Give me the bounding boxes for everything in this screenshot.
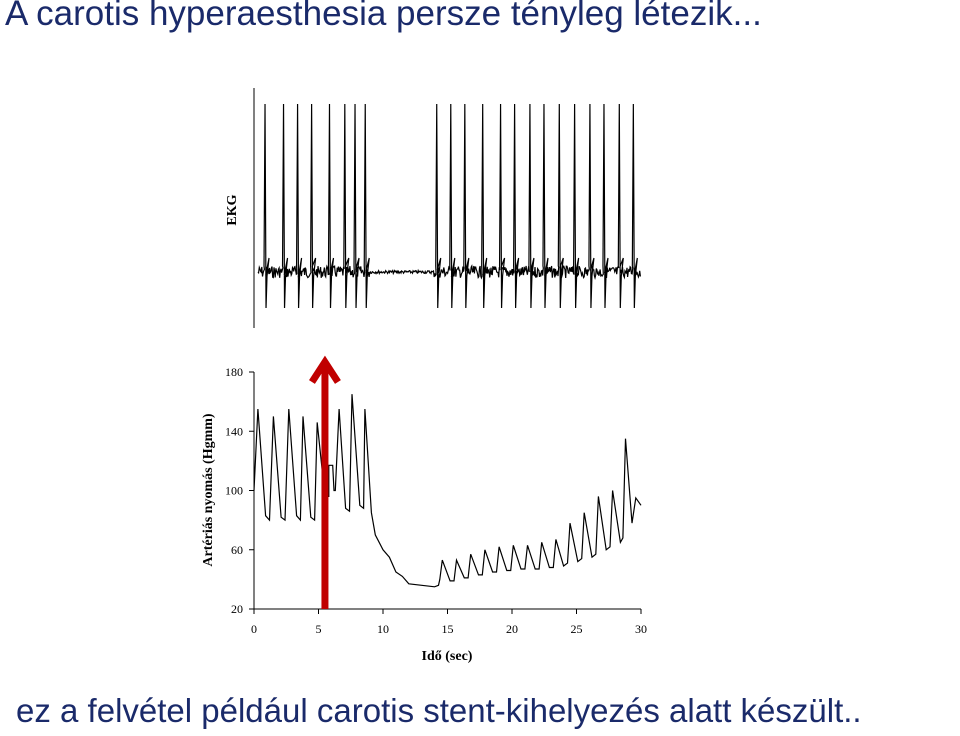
x-tick-label: 25 [571, 622, 583, 636]
slide-caption: ez a felvétel például carotis stent-kihe… [16, 692, 862, 729]
annotation-arrow [309, 355, 341, 609]
annotation-arrow-head [309, 355, 341, 384]
bp-xlabel: Idő (sec) [422, 649, 473, 664]
ekg-trace [257, 103, 641, 309]
y-tick-label: 20 [231, 602, 243, 616]
x-tick-label: 0 [251, 622, 257, 636]
bp-ylabel: Artériás nyomás (Hgmm) [201, 413, 216, 567]
x-tick-label: 30 [635, 622, 647, 636]
ekg-ylabel: EKG [225, 194, 240, 225]
y-tick-label: 140 [225, 424, 243, 438]
y-tick-label: 180 [225, 365, 243, 379]
x-tick-label: 5 [316, 622, 322, 636]
y-tick-label: 100 [225, 484, 243, 498]
x-tick-label: 10 [377, 622, 389, 636]
bp-x-ticks: 0 5 10 15 20 25 30 [251, 609, 647, 636]
x-tick-label: 20 [506, 622, 518, 636]
bp-y-ticks: 20 60 100 140 180 [225, 365, 254, 616]
bp-series-line [253, 394, 642, 588]
slide-title: A carotis hyperaesthesia persze tényleg … [5, 0, 762, 33]
x-tick-label: 15 [442, 622, 454, 636]
y-tick-label: 60 [231, 543, 243, 557]
bp-panel: 20 60 100 140 180 0 5 10 15 20 25 30 Artériás nyom… [201, 355, 647, 664]
ekg-panel: EKG [225, 88, 641, 328]
